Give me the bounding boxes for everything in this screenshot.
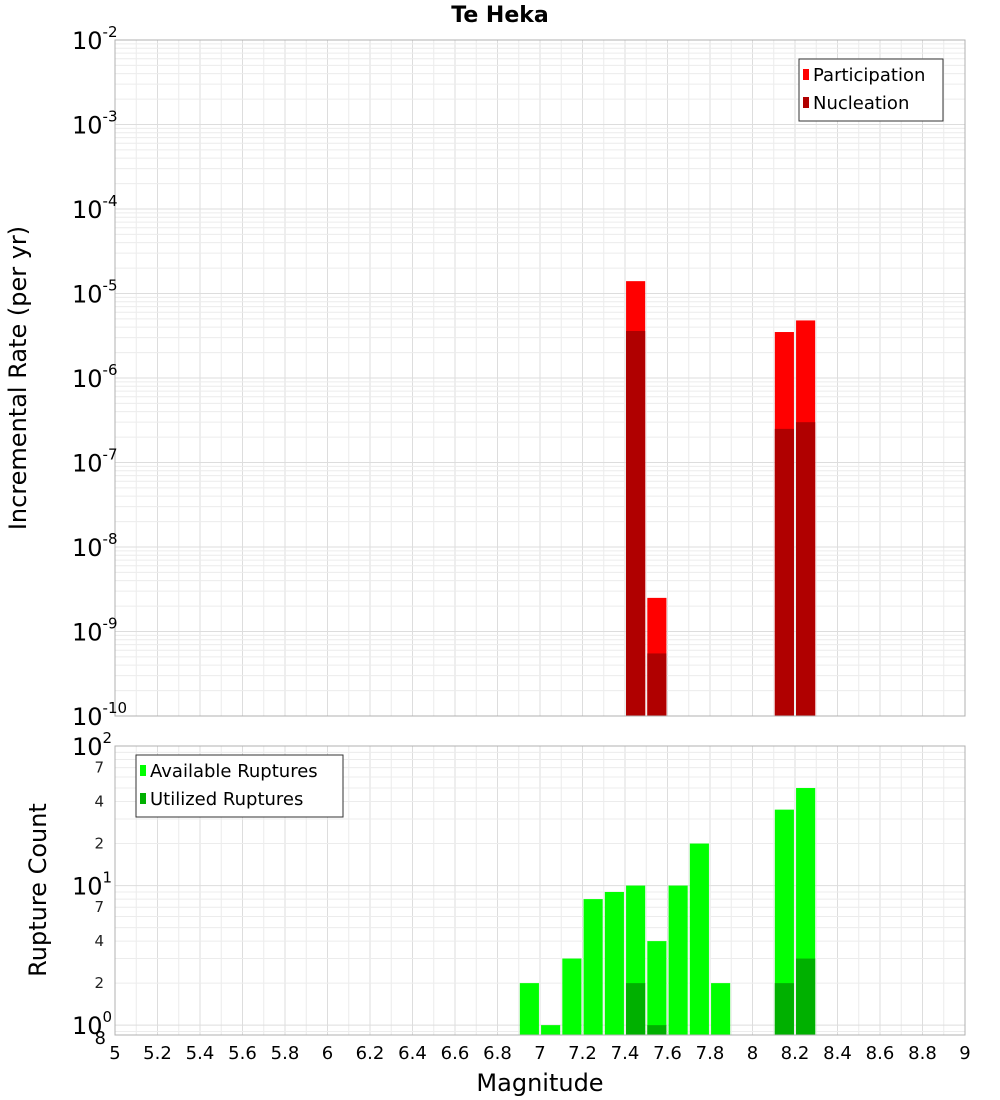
x-tick-label: 8.8 — [908, 1043, 937, 1064]
x-tick-label: 5 — [109, 1043, 120, 1064]
count-bar-available-ruptures — [541, 1025, 561, 1035]
count-legend: Available Ruptures Utilized Ruptures — [135, 754, 344, 818]
x-tick-label: 5.4 — [186, 1043, 215, 1064]
count-bar-utilized-ruptures — [796, 958, 816, 1035]
count-bar-available-ruptures — [647, 941, 667, 1035]
count-bar-available-ruptures — [583, 899, 603, 1035]
count-y-minor-tick-label: 2 — [94, 835, 104, 853]
x-tick-label: 6.6 — [441, 1043, 470, 1064]
rate-y-tick-labels: 10-2 10-3 10-4 10-5 10-6 10-7 10-8 10-9 10-10 — [72, 23, 127, 731]
x-tick-label: 8 — [747, 1043, 758, 1064]
count-y-axis-label: Rupture Count — [24, 803, 52, 977]
rate-bar-nucleation — [626, 330, 646, 716]
rate-panel: 10-2 10-3 10-4 10-5 10-6 10-7 10-8 10-9 10-10 In… — [4, 23, 966, 731]
count-legend-swatch — [140, 765, 146, 776]
x-tick-label: 8.6 — [866, 1043, 895, 1064]
rate-y-tick-label: 10-8 — [72, 530, 118, 562]
x-tick-label: 7.8 — [696, 1043, 725, 1064]
rate-y-tick-label: 10-2 — [72, 23, 118, 55]
chart-title: Te Heka — [451, 3, 548, 28]
rate-grid — [114, 39, 966, 717]
rate-plot-border — [114, 39, 966, 717]
count-bar-available-ruptures — [668, 885, 688, 1035]
rate-legend-label: Nucleation — [813, 93, 909, 114]
count-y-tick-label: 102 — [72, 729, 112, 761]
rate-y-axis-label: Incremental Rate (per yr) — [4, 226, 32, 530]
count-y-tick-labels: 102 101 100 7 4 2 7 4 2 8 — [72, 729, 112, 1049]
count-bar-utilized-ruptures — [774, 983, 794, 1035]
count-bars — [519, 788, 816, 1035]
count-y-minor-tick-label: 2 — [94, 974, 104, 992]
count-bar-utilized-ruptures — [647, 1025, 667, 1035]
x-tick-label: 7.2 — [568, 1043, 597, 1064]
count-bar-available-ruptures — [711, 983, 731, 1035]
count-bar-available-ruptures — [562, 958, 582, 1035]
x-tick-label: 5.6 — [228, 1043, 257, 1064]
count-legend-box — [135, 754, 344, 818]
x-tick-label: 9 — [959, 1043, 970, 1064]
rate-y-tick-label: 10-7 — [72, 446, 118, 478]
x-tick-label: 7.6 — [653, 1043, 682, 1064]
x-axis-label: Magnitude — [476, 1069, 603, 1097]
count-y-tick-label: 100 — [72, 1008, 112, 1040]
x-tick-label: 5.2 — [143, 1043, 172, 1064]
rate-y-tick-label: 10-3 — [72, 108, 118, 140]
rate-y-tick-label: 10-6 — [72, 361, 118, 393]
x-tick-label: 5.8 — [271, 1043, 300, 1064]
count-bar-available-ruptures — [689, 843, 709, 1035]
rate-legend-box — [798, 58, 944, 122]
x-tick-label: 7 — [534, 1043, 545, 1064]
count-plot-border — [114, 745, 966, 1036]
count-legend-label: Utilized Ruptures — [150, 789, 303, 810]
count-y-minor-tick-label: 8 — [95, 1028, 106, 1049]
x-tick-label: 6 — [322, 1043, 333, 1064]
count-panel: 102 101 100 7 4 2 7 4 2 8 Rupture Count Available… — [24, 729, 971, 1097]
x-tick-label: 6.4 — [398, 1043, 427, 1064]
count-legend-swatch — [140, 793, 146, 804]
rate-bar-nucleation — [647, 653, 667, 716]
rate-legend: Participation Nucleation — [798, 58, 944, 122]
count-legend-label: Available Ruptures — [150, 761, 318, 782]
x-tick-label: 6.8 — [483, 1043, 512, 1064]
x-tick-label: 8.4 — [823, 1043, 852, 1064]
count-grid — [114, 745, 966, 1035]
rate-bar-nucleation — [774, 428, 794, 716]
rate-legend-label: Participation — [813, 65, 925, 86]
count-bar-available-ruptures — [604, 891, 624, 1035]
count-y-minor-tick-label: 4 — [94, 793, 104, 811]
x-tick-label: 6.2 — [356, 1043, 385, 1064]
count-y-tick-label: 101 — [72, 869, 112, 901]
rate-bars — [626, 281, 816, 716]
rate-y-tick-label: 10-9 — [72, 615, 118, 647]
x-tick-labels: 5 5.2 5.4 5.6 5.8 6 6.2 6.4 6.6 6.8 7 7.2 7.4 7.6 7.8 8… — [109, 1043, 970, 1064]
count-y-minor-tick-label: 7 — [94, 898, 104, 916]
x-tick-label: 7.4 — [611, 1043, 640, 1064]
x-tick-label: 8.2 — [781, 1043, 810, 1064]
rate-bar-nucleation — [796, 422, 816, 716]
rate-y-tick-label: 10-4 — [72, 192, 118, 224]
rate-y-tick-label: 10-5 — [72, 277, 118, 309]
count-y-minor-tick-label: 4 — [94, 932, 104, 950]
count-bar-available-ruptures — [519, 983, 539, 1035]
count-bar-available-ruptures — [774, 809, 794, 1035]
count-bar-utilized-ruptures — [626, 983, 646, 1035]
count-y-minor-tick-label: 7 — [94, 759, 104, 777]
rate-y-tick-label: 10-10 — [72, 699, 127, 731]
rate-legend-swatch — [803, 69, 809, 80]
rate-legend-swatch — [803, 97, 809, 108]
